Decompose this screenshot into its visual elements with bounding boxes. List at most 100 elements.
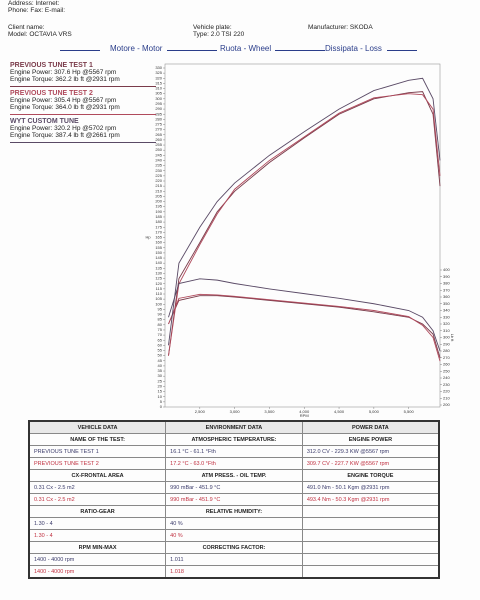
tab: Ruota - Wheel — [220, 44, 272, 53]
y-tick-label: 155 — [155, 245, 162, 250]
table-row: PREVIOUS TUNE TEST 1 16.1 °C - 61.1 °Fth 3… — [28, 445, 440, 458]
table-cell: 16.1 °C - 61.1 °Fth — [165, 445, 303, 458]
y-tick-label: 220 — [155, 178, 162, 183]
table-cell: PREVIOUS TUNE TEST 2 — [28, 457, 167, 470]
y2-tick-label: 240 — [443, 375, 450, 380]
vehicle-type: Type: 2.0 TSI 220 — [193, 31, 245, 38]
y-tick-label: 185 — [155, 214, 162, 219]
table-cell — [301, 517, 440, 530]
x-tick-label: 2,500 — [195, 409, 206, 414]
y2-tick-label: 380 — [443, 281, 450, 286]
y2-tick-label: 330 — [443, 314, 450, 319]
section-heading: ENGINE TORQUE — [301, 469, 440, 482]
model: Model: OCTAVIA VRS — [8, 31, 72, 38]
table-cell: 309.7 CV - 227.7 KW @5567 rpm — [301, 457, 440, 470]
section-heading — [301, 541, 440, 554]
y-tick-label: 45 — [158, 358, 163, 363]
table-cell — [301, 565, 440, 579]
y-tick-label: 30 — [158, 373, 163, 378]
y2-tick-label: 390 — [443, 274, 450, 279]
y-tick-label: 215 — [155, 183, 162, 188]
table-row: 1.30 - 4 40 % — [28, 517, 440, 530]
table-cell: 1400 - 4000 rpm — [28, 565, 167, 579]
y2-tick-label: 290 — [443, 341, 450, 346]
y-tick-label: 5 — [160, 399, 163, 404]
x-tick-label: 5,000 — [369, 409, 380, 414]
section-heading: RELATIVE HUMIDITY: — [165, 505, 303, 518]
y-axis-label: Hp — [145, 235, 151, 240]
table-cell: 40 % — [165, 517, 303, 530]
table-cell: 1.30 - 4 — [28, 517, 167, 530]
y2-tick-label: 270 — [443, 355, 450, 360]
y-tick-label: 255 — [155, 142, 162, 147]
table-row: 1400 - 4000 rpm 1.018 — [28, 565, 440, 579]
table-cell: 1.011 — [165, 553, 303, 566]
power-line — [168, 91, 441, 356]
tab-line — [167, 50, 217, 51]
y-tick-label: 105 — [155, 296, 162, 301]
table-cell: 17.2 °C - 63.0 °Fth — [165, 457, 303, 470]
y-tick-label: 195 — [155, 204, 162, 209]
table-cell: 493.4 Nm - 50.3 Kgm @2931 rpm — [301, 493, 440, 506]
y-tick-label: 110 — [156, 291, 163, 296]
torque-line — [168, 278, 441, 352]
table-cell: 491.0 Nm - 50.1 Kgm @2931 rpm — [301, 481, 440, 494]
y-tick-label: 125 — [155, 276, 162, 281]
y-tick-label: 325 — [155, 70, 162, 75]
legend-summary: Engine Torque: 364.0 lb ft @2931 rpm — [10, 104, 120, 111]
y-tick-label: 320 — [155, 75, 162, 80]
y-tick-label: 80 — [158, 322, 163, 327]
y-tick-label: 175 — [155, 224, 162, 229]
y-tick-label: 260 — [155, 137, 162, 142]
section-heading-row: CX-FRONTAL AREA ATM PRESS. - OIL TEMP. ENG… — [28, 469, 440, 482]
section-heading-row: NAME OF THE TEST: ATMOSPHERIC TEMPERATURE… — [28, 433, 440, 446]
table-cell: 0.31 Cx - 2.5 m2 — [28, 481, 167, 494]
y-tick-label: 290 — [155, 106, 162, 111]
tab: Dissipata - Loss — [325, 44, 382, 53]
manufacturer: Manufacturer: SKODA — [308, 24, 373, 31]
legend-name: PREVIOUS TUNE TEST 2 — [10, 90, 93, 97]
legend-summary: Engine Power: 305.4 Hp @5567 rpm — [10, 97, 117, 104]
y-tick-label: 165 — [155, 235, 162, 240]
table-cell: 1.30 - 4 — [28, 529, 167, 542]
y2-tick-label: 260 — [443, 362, 450, 367]
y-tick-label: 85 — [158, 317, 163, 322]
y-tick-label: 295 — [155, 101, 162, 106]
y-tick-label: 130 — [155, 271, 162, 276]
y-tick-label: 70 — [158, 332, 163, 337]
x-tick-label: 3,500 — [264, 409, 275, 414]
y2-tick-label: 220 — [443, 389, 450, 394]
torque-line — [168, 295, 441, 358]
y2-axis-label: Lb ft — [450, 334, 455, 343]
section-heading-row: RPM MIN-MAX CORRECTING FACTOR: — [28, 541, 440, 554]
y-tick-label: 10 — [158, 394, 163, 399]
table-cell: 990 mBar - 451.9 °C — [165, 481, 303, 494]
tab-line — [60, 50, 100, 51]
power-line — [168, 77, 441, 346]
section-heading — [301, 505, 440, 518]
legend-entry: WYT CUSTOM TUNE Engine Power: 320.2 Hp @5… — [10, 118, 156, 143]
y-tick-label: 35 — [158, 368, 163, 373]
table-cell: 40 % — [165, 529, 303, 542]
y-tick-label: 205 — [155, 193, 162, 198]
address: Address: Internet: — [8, 0, 60, 7]
section-heading: CORRECTING FACTOR: — [165, 541, 303, 554]
table-cell: 312.0 CV - 229.3 KW @5567 rpm — [301, 445, 440, 458]
y-tick-label: 120 — [155, 281, 162, 286]
y2-tick-label: 200 — [443, 402, 450, 407]
y2-tick-label: 250 — [443, 368, 450, 373]
y-tick-label: 265 — [155, 132, 162, 137]
y-tick-label: 60 — [158, 342, 163, 347]
y-tick-label: 150 — [155, 250, 162, 255]
tab: Motore - Motor — [110, 44, 163, 53]
plate: Vehicle plate: — [193, 24, 232, 31]
y-tick-label: 20 — [158, 384, 163, 389]
y-tick-label: 280 — [155, 116, 162, 121]
y2-tick-label: 370 — [443, 287, 450, 292]
y-tick-label: 170 — [155, 229, 162, 234]
legend-summary: Engine Torque: 387.4 lb ft @2661 rpm — [10, 132, 120, 139]
table-cell — [301, 553, 440, 566]
tab-line — [387, 50, 417, 51]
y-tick-label: 230 — [155, 168, 162, 173]
